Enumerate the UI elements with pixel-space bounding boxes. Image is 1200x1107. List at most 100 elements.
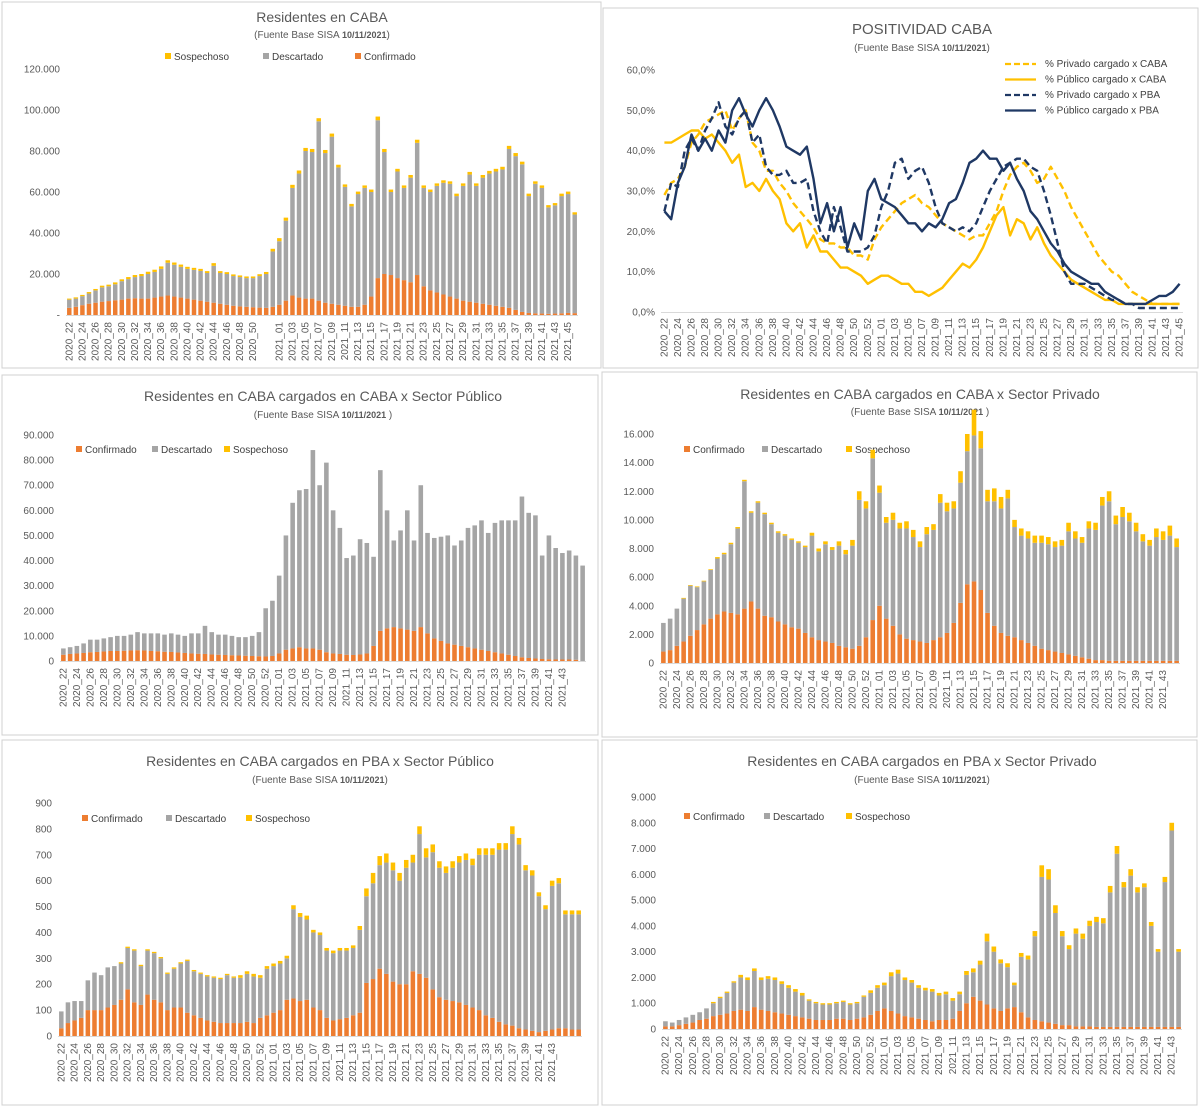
bar-confirmado [371, 645, 376, 661]
bar-descartado [875, 987, 880, 1011]
bar-sospechoso [447, 181, 453, 184]
bar-confirmado [490, 1017, 495, 1036]
bar-confirmado [1025, 1017, 1031, 1029]
bar-descartado [119, 281, 125, 300]
bar-confirmado [552, 313, 558, 315]
bar-sospechoso [970, 968, 976, 973]
bar-confirmado [721, 611, 727, 663]
bar-confirmado [67, 307, 72, 315]
bar-confirmado [362, 304, 367, 315]
bar-descartado [553, 548, 558, 660]
bar-descartado [457, 862, 462, 1003]
bar-confirmado [158, 1002, 164, 1036]
x-tick-label: 2021_37 [507, 1043, 518, 1082]
bar-sospechoso [67, 298, 72, 300]
bar-descartado [231, 276, 236, 306]
charts-layer: Residentes en CABA (Fuente Base SISA 10/1… [23, 9, 1185, 1082]
bar-descartado [447, 183, 453, 297]
bar-sospechoso [1012, 519, 1017, 528]
legend-label-confirmado: Confirmado [91, 814, 143, 825]
bar-confirmado [290, 648, 295, 661]
bar-confirmado [500, 306, 505, 315]
bar-sospechoso [336, 164, 341, 168]
bar-confirmado [437, 997, 442, 1036]
bar-descartado [1100, 923, 1106, 1027]
x-tick-label: 2021_41 [537, 322, 548, 361]
y-tick-label: 4.000 [631, 921, 656, 932]
chart-title: POSITIVIDAD CABA [852, 21, 992, 38]
x-tick-label: 2021_19 [388, 1043, 399, 1082]
bar-sospechoso [823, 541, 828, 545]
series-line-1 [664, 129, 1180, 306]
bar-confirmado [304, 999, 309, 1036]
bar-sospechoso [316, 118, 321, 122]
bar-descartado [924, 534, 930, 643]
bar-descartado [998, 508, 1004, 633]
bar-confirmado [384, 628, 390, 661]
x-tick-label: 2021_21 [409, 668, 420, 707]
y-tick-label: 80.000 [23, 456, 54, 467]
bar-sospechoso [694, 586, 700, 588]
bar-descartado [132, 950, 137, 1003]
y-tick-label: 40,0% [627, 146, 655, 157]
x-tick-label: 2021_07 [314, 322, 325, 361]
bar-confirmado [503, 1024, 508, 1036]
bar-confirmado [1176, 1026, 1181, 1029]
bar-descartado [364, 896, 369, 983]
bar-sospechoso [211, 976, 217, 978]
y-tick-label: 0 [46, 1032, 52, 1043]
y-tick-label: 20.000 [23, 606, 54, 617]
x-tick-label: 2021_21 [1012, 318, 1023, 357]
bar-confirmado [902, 1016, 908, 1029]
bar-descartado [191, 971, 197, 1016]
bar-sospechoso [264, 966, 270, 969]
x-tick-label: 2021_39 [1139, 1036, 1150, 1075]
bar-confirmado [1147, 660, 1152, 663]
bar-descartado [971, 435, 977, 582]
bar-confirmado [569, 1029, 575, 1036]
bar-sospechoso [829, 547, 835, 550]
x-tick-label: 2020_52 [261, 668, 272, 707]
bar-descartado [284, 958, 290, 1000]
bar-descartado [823, 544, 828, 642]
x-tick-label: 2021_05 [301, 322, 312, 361]
x-tick-label: 2021_31 [1077, 670, 1088, 709]
bar-confirmado [119, 299, 125, 315]
bar-confirmado [357, 1012, 363, 1036]
bar-confirmado [311, 1007, 316, 1036]
x-tick-label: 2021_39 [530, 668, 541, 707]
bar-confirmado [663, 1026, 668, 1029]
x-tick-label: 2021_23 [1025, 318, 1036, 357]
y-tick-label: 30,0% [627, 187, 655, 198]
bar-confirmado [168, 651, 174, 661]
bar-confirmado [897, 634, 903, 663]
bar-sospechoso [297, 913, 303, 917]
x-tick-label: 2020_40 [180, 668, 191, 707]
bar-descartado [890, 519, 896, 626]
bar-sospechoso [368, 189, 374, 192]
bar-descartado [748, 512, 754, 602]
bar-descartado [674, 608, 680, 646]
bar-descartado [910, 537, 916, 641]
bar-sospechoso [377, 856, 382, 866]
bar-descartado [222, 634, 228, 655]
bar-confirmado [1100, 660, 1105, 663]
bar-sospechoso [204, 975, 210, 977]
x-tick-label: 2020_34 [139, 668, 150, 707]
bar-sospechoso [1079, 537, 1085, 543]
bar-sospechoso [311, 929, 316, 933]
bar-sospechoso [735, 527, 740, 529]
x-tick-label: 2021_05 [301, 668, 312, 707]
bar-confirmado [950, 1018, 956, 1029]
x-tick-label: 2021_09 [934, 1036, 945, 1075]
x-tick-label: 2021_15 [971, 318, 982, 357]
bar-confirmado [145, 298, 151, 315]
x-tick-label: 2020_28 [104, 322, 115, 361]
bar-descartado [779, 983, 785, 1014]
bar-confirmado [543, 1030, 548, 1036]
bar-confirmado [368, 296, 374, 315]
bar-sospechoso [1087, 920, 1092, 926]
bar-sospechoso [397, 872, 402, 881]
y-tick-label: 600 [35, 876, 52, 887]
bar-confirmado [467, 301, 472, 315]
